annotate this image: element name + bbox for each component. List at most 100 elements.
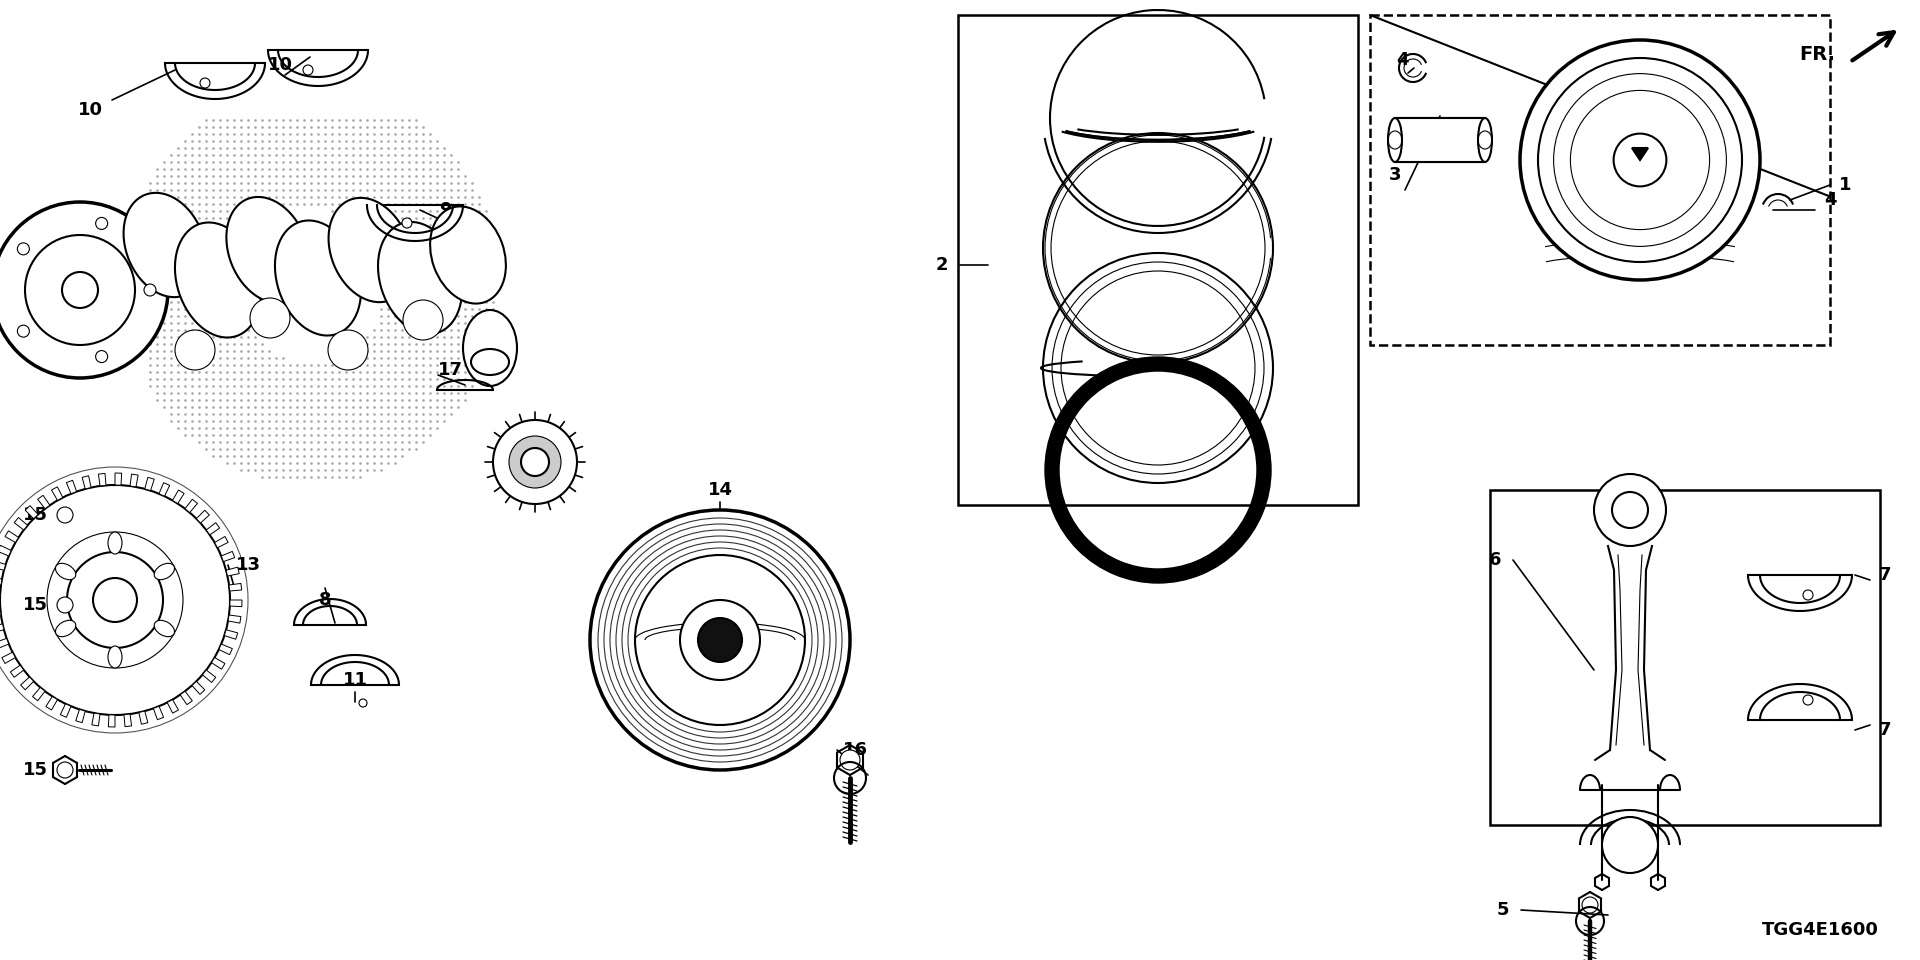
Text: 4: 4 (1824, 191, 1836, 209)
Ellipse shape (154, 620, 175, 636)
Polygon shape (131, 474, 138, 487)
Polygon shape (159, 483, 169, 496)
Polygon shape (2, 652, 15, 663)
Polygon shape (173, 490, 184, 504)
Polygon shape (167, 700, 179, 713)
Polygon shape (184, 499, 198, 513)
Ellipse shape (463, 310, 516, 386)
Text: 17: 17 (438, 361, 463, 379)
Polygon shape (205, 522, 219, 535)
Polygon shape (228, 615, 240, 623)
Circle shape (96, 217, 108, 229)
Text: 10: 10 (267, 56, 292, 74)
Circle shape (699, 618, 741, 662)
Polygon shape (1632, 148, 1647, 160)
Circle shape (58, 762, 73, 778)
Ellipse shape (1388, 118, 1402, 162)
Circle shape (841, 750, 860, 770)
Polygon shape (60, 704, 71, 717)
Polygon shape (138, 711, 148, 724)
Polygon shape (154, 707, 163, 720)
Text: 6: 6 (1488, 551, 1501, 569)
Text: 4: 4 (1396, 51, 1407, 69)
Circle shape (401, 218, 413, 228)
Circle shape (509, 436, 561, 488)
Circle shape (1594, 474, 1667, 546)
Polygon shape (180, 691, 192, 705)
Circle shape (17, 243, 29, 254)
Circle shape (303, 65, 313, 75)
Circle shape (144, 284, 156, 296)
Polygon shape (115, 473, 121, 485)
Ellipse shape (108, 646, 123, 668)
Circle shape (200, 78, 209, 88)
Text: 16: 16 (843, 741, 868, 759)
Text: FR.: FR. (1799, 45, 1836, 64)
Polygon shape (92, 713, 100, 726)
Ellipse shape (227, 197, 309, 303)
Circle shape (589, 510, 851, 770)
Ellipse shape (430, 206, 505, 303)
Circle shape (175, 330, 215, 370)
Polygon shape (228, 584, 242, 591)
Ellipse shape (1478, 118, 1492, 162)
Ellipse shape (108, 532, 123, 554)
Circle shape (58, 507, 73, 523)
Circle shape (61, 272, 98, 308)
Text: 8: 8 (319, 591, 332, 609)
Polygon shape (21, 677, 35, 690)
Polygon shape (125, 714, 132, 727)
Text: 7: 7 (1880, 721, 1891, 739)
Circle shape (1582, 897, 1597, 913)
Bar (1371, 15, 1830, 345)
Circle shape (17, 325, 29, 337)
Circle shape (92, 578, 136, 622)
Circle shape (636, 555, 804, 725)
Text: 11: 11 (342, 671, 367, 689)
Text: 15: 15 (23, 596, 48, 614)
Circle shape (1613, 133, 1667, 186)
Polygon shape (211, 658, 225, 669)
Text: 5: 5 (1498, 901, 1509, 919)
Polygon shape (98, 473, 106, 486)
Circle shape (680, 600, 760, 680)
Polygon shape (10, 665, 23, 678)
Text: 3: 3 (1388, 166, 1402, 184)
Polygon shape (227, 567, 240, 576)
Text: 10: 10 (77, 101, 102, 119)
Polygon shape (192, 682, 205, 694)
Polygon shape (52, 487, 63, 500)
Polygon shape (219, 644, 232, 655)
Polygon shape (108, 715, 115, 727)
Text: 12: 12 (522, 436, 547, 454)
Polygon shape (13, 517, 27, 530)
Circle shape (1613, 492, 1647, 528)
Text: 1: 1 (1839, 176, 1851, 194)
Polygon shape (83, 476, 90, 489)
Circle shape (359, 699, 367, 707)
Polygon shape (221, 551, 234, 562)
Ellipse shape (175, 223, 261, 338)
Bar (1396, 118, 1484, 162)
Polygon shape (215, 537, 228, 548)
Circle shape (0, 202, 169, 378)
Polygon shape (46, 696, 58, 710)
Polygon shape (25, 506, 38, 518)
Text: 15: 15 (23, 761, 48, 779)
Text: 13: 13 (236, 556, 261, 574)
Circle shape (520, 448, 549, 476)
Circle shape (1521, 40, 1761, 280)
Text: 7: 7 (1880, 566, 1891, 584)
Polygon shape (196, 510, 209, 523)
Circle shape (403, 300, 444, 340)
Ellipse shape (328, 198, 411, 302)
Ellipse shape (470, 349, 509, 375)
Polygon shape (33, 687, 44, 701)
Circle shape (250, 298, 290, 338)
Polygon shape (75, 709, 84, 723)
Circle shape (0, 485, 230, 715)
Circle shape (493, 420, 578, 504)
Ellipse shape (123, 193, 207, 298)
Polygon shape (6, 531, 19, 542)
Polygon shape (0, 561, 6, 570)
